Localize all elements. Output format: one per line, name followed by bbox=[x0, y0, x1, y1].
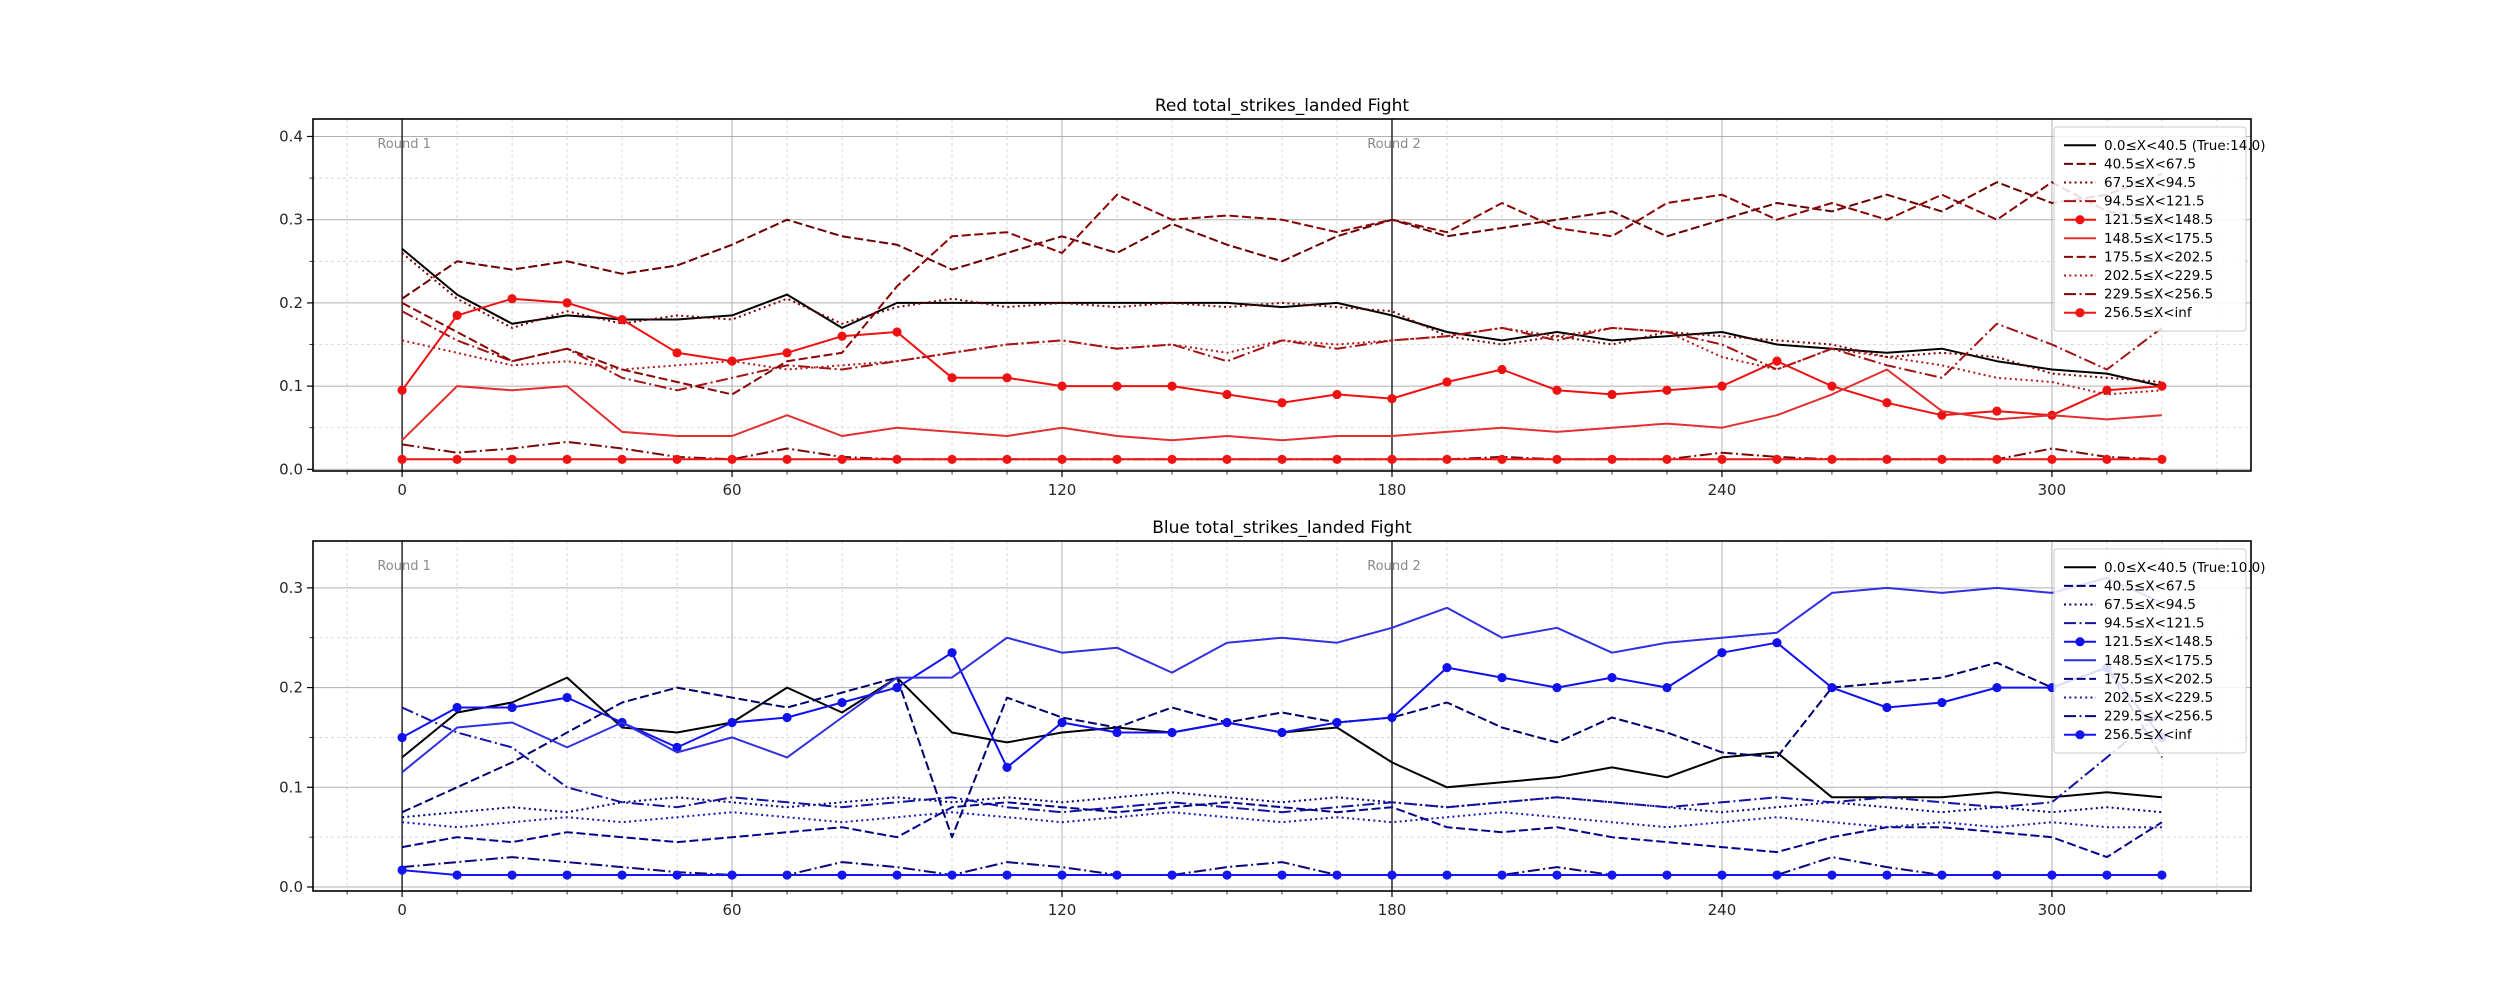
legend-label: 202.5≤X<229.5 bbox=[2104, 268, 2213, 284]
legend-label: 67.5≤X<94.5 bbox=[2104, 597, 2196, 613]
red-chart: 0 60 120 180 240 300 0.0 0.1 0.2 0.3 0.4 Round 1 Rou… bbox=[279, 118, 2266, 499]
legend-label: 121.5≤X<148.5 bbox=[2104, 212, 2213, 228]
svg-text:180: 180 bbox=[1378, 901, 1407, 919]
series-5 bbox=[401, 576, 2163, 774]
red-chart-title: Red total_strikes_landed Fight bbox=[1154, 96, 1410, 116]
axes-spines bbox=[312, 540, 2252, 892]
legend: 0.0≤X<40.5 (True:10.0) 40.5≤X<67.5 67.5≤X<… bbox=[2053, 548, 2266, 754]
legend-label: 175.5≤X<202.5 bbox=[2104, 249, 2213, 265]
blue-chart-title: Blue total_strikes_landed Fight bbox=[1152, 518, 1412, 538]
svg-text:0.1: 0.1 bbox=[279, 778, 303, 796]
svg-text:60: 60 bbox=[723, 901, 742, 919]
minor-grid bbox=[309, 541, 2251, 895]
series-9 bbox=[397, 454, 2167, 464]
legend-label: 256.5≤X<inf bbox=[2104, 727, 2193, 743]
series-6 bbox=[401, 181, 2163, 396]
svg-text:240: 240 bbox=[1708, 901, 1737, 919]
svg-text:0.0: 0.0 bbox=[279, 460, 303, 478]
legend-label: 94.5≤X<121.5 bbox=[2104, 194, 2205, 210]
round-marker-line: Round 1 bbox=[377, 119, 431, 471]
legend-label: 40.5≤X<67.5 bbox=[2104, 156, 2196, 172]
blue-chart: 0 60 120 180 240 300 0.0 0.1 0.2 0.3 Round 1 Round … bbox=[279, 540, 2266, 919]
legend-label: 256.5≤X<inf bbox=[2104, 305, 2193, 321]
legend-label: 202.5≤X<229.5 bbox=[2104, 690, 2213, 706]
svg-text:180: 180 bbox=[1378, 481, 1407, 499]
legend-label: 175.5≤X<202.5 bbox=[2104, 671, 2213, 687]
major-grid: 0 60 120 180 240 300 0.0 0.1 0.2 0.3 bbox=[279, 541, 2251, 919]
legend-label: 67.5≤X<94.5 bbox=[2104, 175, 2196, 191]
legend-label: 148.5≤X<175.5 bbox=[2104, 653, 2213, 669]
svg-text:60: 60 bbox=[723, 481, 742, 499]
series-7 bbox=[401, 326, 2162, 396]
series-3 bbox=[401, 310, 2163, 392]
svg-text:Round 2: Round 2 bbox=[1367, 559, 1421, 574]
series-4 bbox=[397, 294, 2167, 420]
legend-label: 0.0≤X<40.5 (True:10.0) bbox=[2104, 560, 2266, 576]
svg-text:240: 240 bbox=[1708, 481, 1737, 499]
axes-spines bbox=[312, 118, 2252, 472]
legend-label: 229.5≤X<256.5 bbox=[2104, 709, 2213, 725]
series-5 bbox=[401, 368, 2162, 442]
svg-text:0.3: 0.3 bbox=[279, 579, 303, 597]
series-1 bbox=[401, 661, 2163, 839]
svg-text:Round 1: Round 1 bbox=[377, 559, 431, 574]
legend-label: 121.5≤X<148.5 bbox=[2104, 634, 2213, 650]
round-marker-line: Round 1 bbox=[377, 541, 431, 891]
svg-text:120: 120 bbox=[1048, 901, 1077, 919]
series-1 bbox=[401, 172, 2163, 300]
svg-text:0.2: 0.2 bbox=[279, 679, 303, 697]
svg-text:0: 0 bbox=[397, 901, 407, 919]
major-grid: 0 60 120 180 240 300 0.0 0.1 0.2 0.3 0.4 bbox=[279, 119, 2251, 499]
legend-label: 40.5≤X<67.5 bbox=[2104, 578, 2196, 594]
legend-label: 94.5≤X<121.5 bbox=[2104, 616, 2205, 632]
svg-text:0: 0 bbox=[397, 481, 407, 499]
legend: 0.0≤X<40.5 (True:14.0) 40.5≤X<67.5 67.5≤X<… bbox=[2053, 126, 2266, 332]
svg-text:0.4: 0.4 bbox=[279, 127, 303, 145]
series-6 bbox=[401, 801, 2163, 859]
series-3 bbox=[401, 706, 2163, 814]
round-marker-line: Round 2 bbox=[1367, 119, 1421, 471]
svg-text:0.2: 0.2 bbox=[279, 294, 303, 312]
svg-text:Round 2: Round 2 bbox=[1367, 137, 1421, 152]
svg-text:120: 120 bbox=[1048, 481, 1077, 499]
minor-grid bbox=[309, 119, 2251, 475]
svg-text:300: 300 bbox=[2038, 901, 2067, 919]
svg-text:0.0: 0.0 bbox=[279, 878, 303, 896]
series-0 bbox=[401, 248, 2163, 388]
legend-label: 229.5≤X<256.5 bbox=[2104, 287, 2213, 303]
svg-text:0.3: 0.3 bbox=[279, 211, 303, 229]
series-9 bbox=[397, 865, 2167, 880]
series-8 bbox=[402, 856, 2162, 876]
svg-text:Round 1: Round 1 bbox=[377, 137, 431, 152]
legend-label: 0.0≤X<40.5 (True:14.0) bbox=[2104, 138, 2266, 154]
legend-label: 148.5≤X<175.5 bbox=[2104, 231, 2213, 247]
svg-text:300: 300 bbox=[2038, 481, 2067, 499]
svg-text:0.1: 0.1 bbox=[279, 377, 303, 395]
